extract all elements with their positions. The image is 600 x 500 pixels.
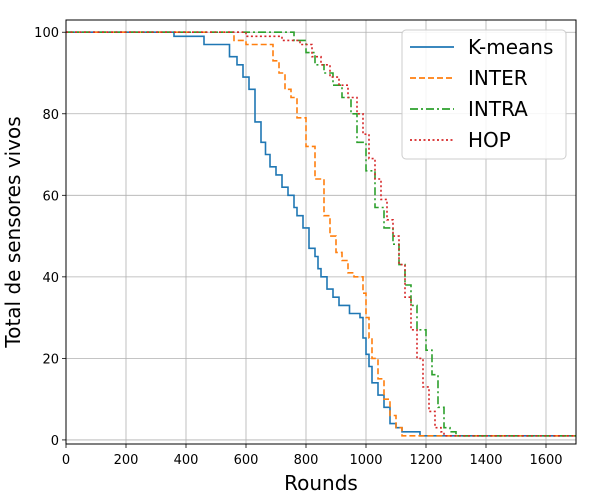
- legend-label: INTER: [468, 66, 528, 90]
- legend-label: K-means: [468, 35, 553, 59]
- y-axis-label: Total de sensores vivos: [1, 116, 25, 348]
- legend: K-means INTER INTRA HOP: [401, 29, 567, 160]
- x-tick-label: 1600: [529, 453, 562, 468]
- x-tick-label: 600: [234, 453, 259, 468]
- axis-ticks: 0 200 400 600 800 1000 1200 1400 1600 0 20 40 60 80 10…: [34, 26, 562, 468]
- series-group: [66, 31, 576, 437]
- x-tick-label: 800: [294, 453, 319, 468]
- x-tick-label: 200: [114, 453, 139, 468]
- x-tick-label: 1000: [349, 453, 382, 468]
- legend-label: INTRA: [468, 97, 528, 121]
- x-tick-label: 1200: [409, 453, 442, 468]
- legend-box: [401, 29, 567, 160]
- series-line-hop: [66, 31, 576, 437]
- series-line-inter: [66, 31, 576, 437]
- y-tick-label: 60: [42, 189, 59, 204]
- y-tick-label: 100: [34, 26, 59, 41]
- x-axis-label: Rounds: [284, 471, 358, 495]
- legend-label: HOP: [468, 128, 511, 152]
- series-line-k-means: [66, 31, 576, 437]
- series-line-intra: [66, 31, 576, 437]
- plot-frame: [65, 19, 577, 445]
- y-tick-label: 80: [42, 108, 59, 123]
- y-tick-label: 0: [51, 434, 59, 449]
- y-tick-label: 20: [42, 352, 59, 367]
- x-tick-label: 400: [174, 453, 199, 468]
- y-tick-label: 40: [42, 271, 59, 286]
- x-tick-label: 1400: [469, 453, 502, 468]
- x-tick-label: 0: [62, 453, 70, 468]
